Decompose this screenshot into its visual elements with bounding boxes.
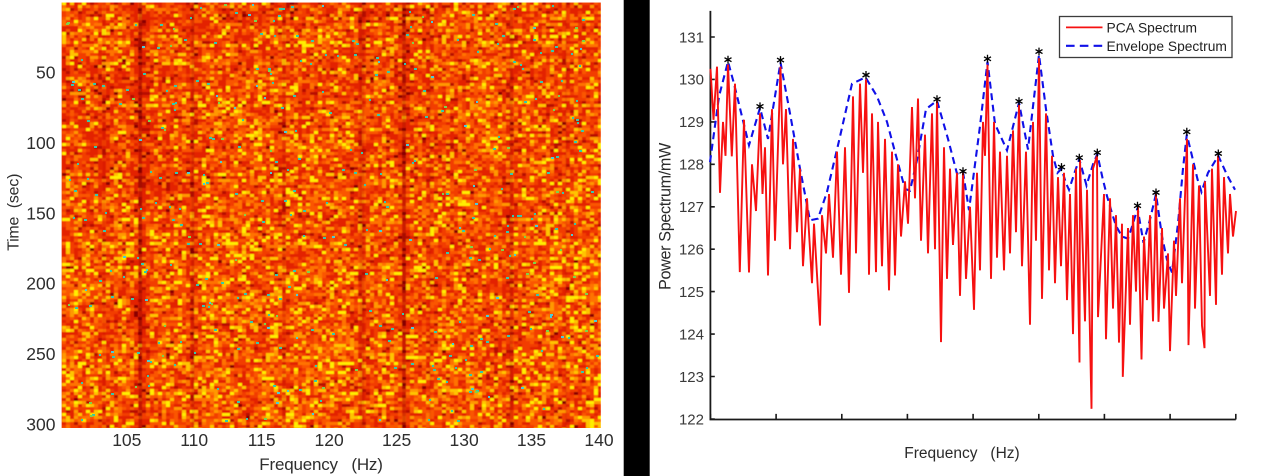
svg-text:Power Spectrum/mW: Power Spectrum/mW xyxy=(657,142,675,290)
svg-text:127: 127 xyxy=(679,199,704,216)
svg-text:130: 130 xyxy=(679,72,704,89)
svg-text:128: 128 xyxy=(679,157,704,174)
svg-text:Envelope Spectrum: Envelope Spectrum xyxy=(1107,39,1227,54)
svg-text:200: 200 xyxy=(26,274,55,294)
svg-text:122: 122 xyxy=(679,411,704,428)
svg-text:110: 110 xyxy=(180,430,208,450)
svg-text:Frequency (Hz): Frequency (Hz) xyxy=(904,445,1019,462)
svg-text:125: 125 xyxy=(679,284,704,301)
svg-text:100: 100 xyxy=(26,133,55,153)
svg-text:131: 131 xyxy=(679,29,704,46)
svg-text:300: 300 xyxy=(26,414,55,434)
svg-text:Frequency (Hz): Frequency (Hz) xyxy=(259,455,382,474)
svg-text:PCA Spectrum: PCA Spectrum xyxy=(1107,20,1197,35)
svg-text:120: 120 xyxy=(314,430,343,450)
svg-text:125: 125 xyxy=(382,430,411,450)
svg-text:129: 129 xyxy=(679,114,704,131)
svg-text:105: 105 xyxy=(112,430,141,450)
svg-text:126: 126 xyxy=(679,242,704,259)
svg-text:50: 50 xyxy=(36,63,56,83)
svg-text:150: 150 xyxy=(26,203,55,223)
svg-text:250: 250 xyxy=(26,344,55,364)
svg-text:123: 123 xyxy=(679,369,704,386)
svg-text:115: 115 xyxy=(248,430,276,450)
svg-text:135: 135 xyxy=(517,430,546,450)
svg-text:124: 124 xyxy=(679,326,704,343)
svg-text:130: 130 xyxy=(449,430,478,450)
svg-text:140: 140 xyxy=(584,430,613,450)
svg-text:Time (sec): Time (sec) xyxy=(6,174,23,251)
